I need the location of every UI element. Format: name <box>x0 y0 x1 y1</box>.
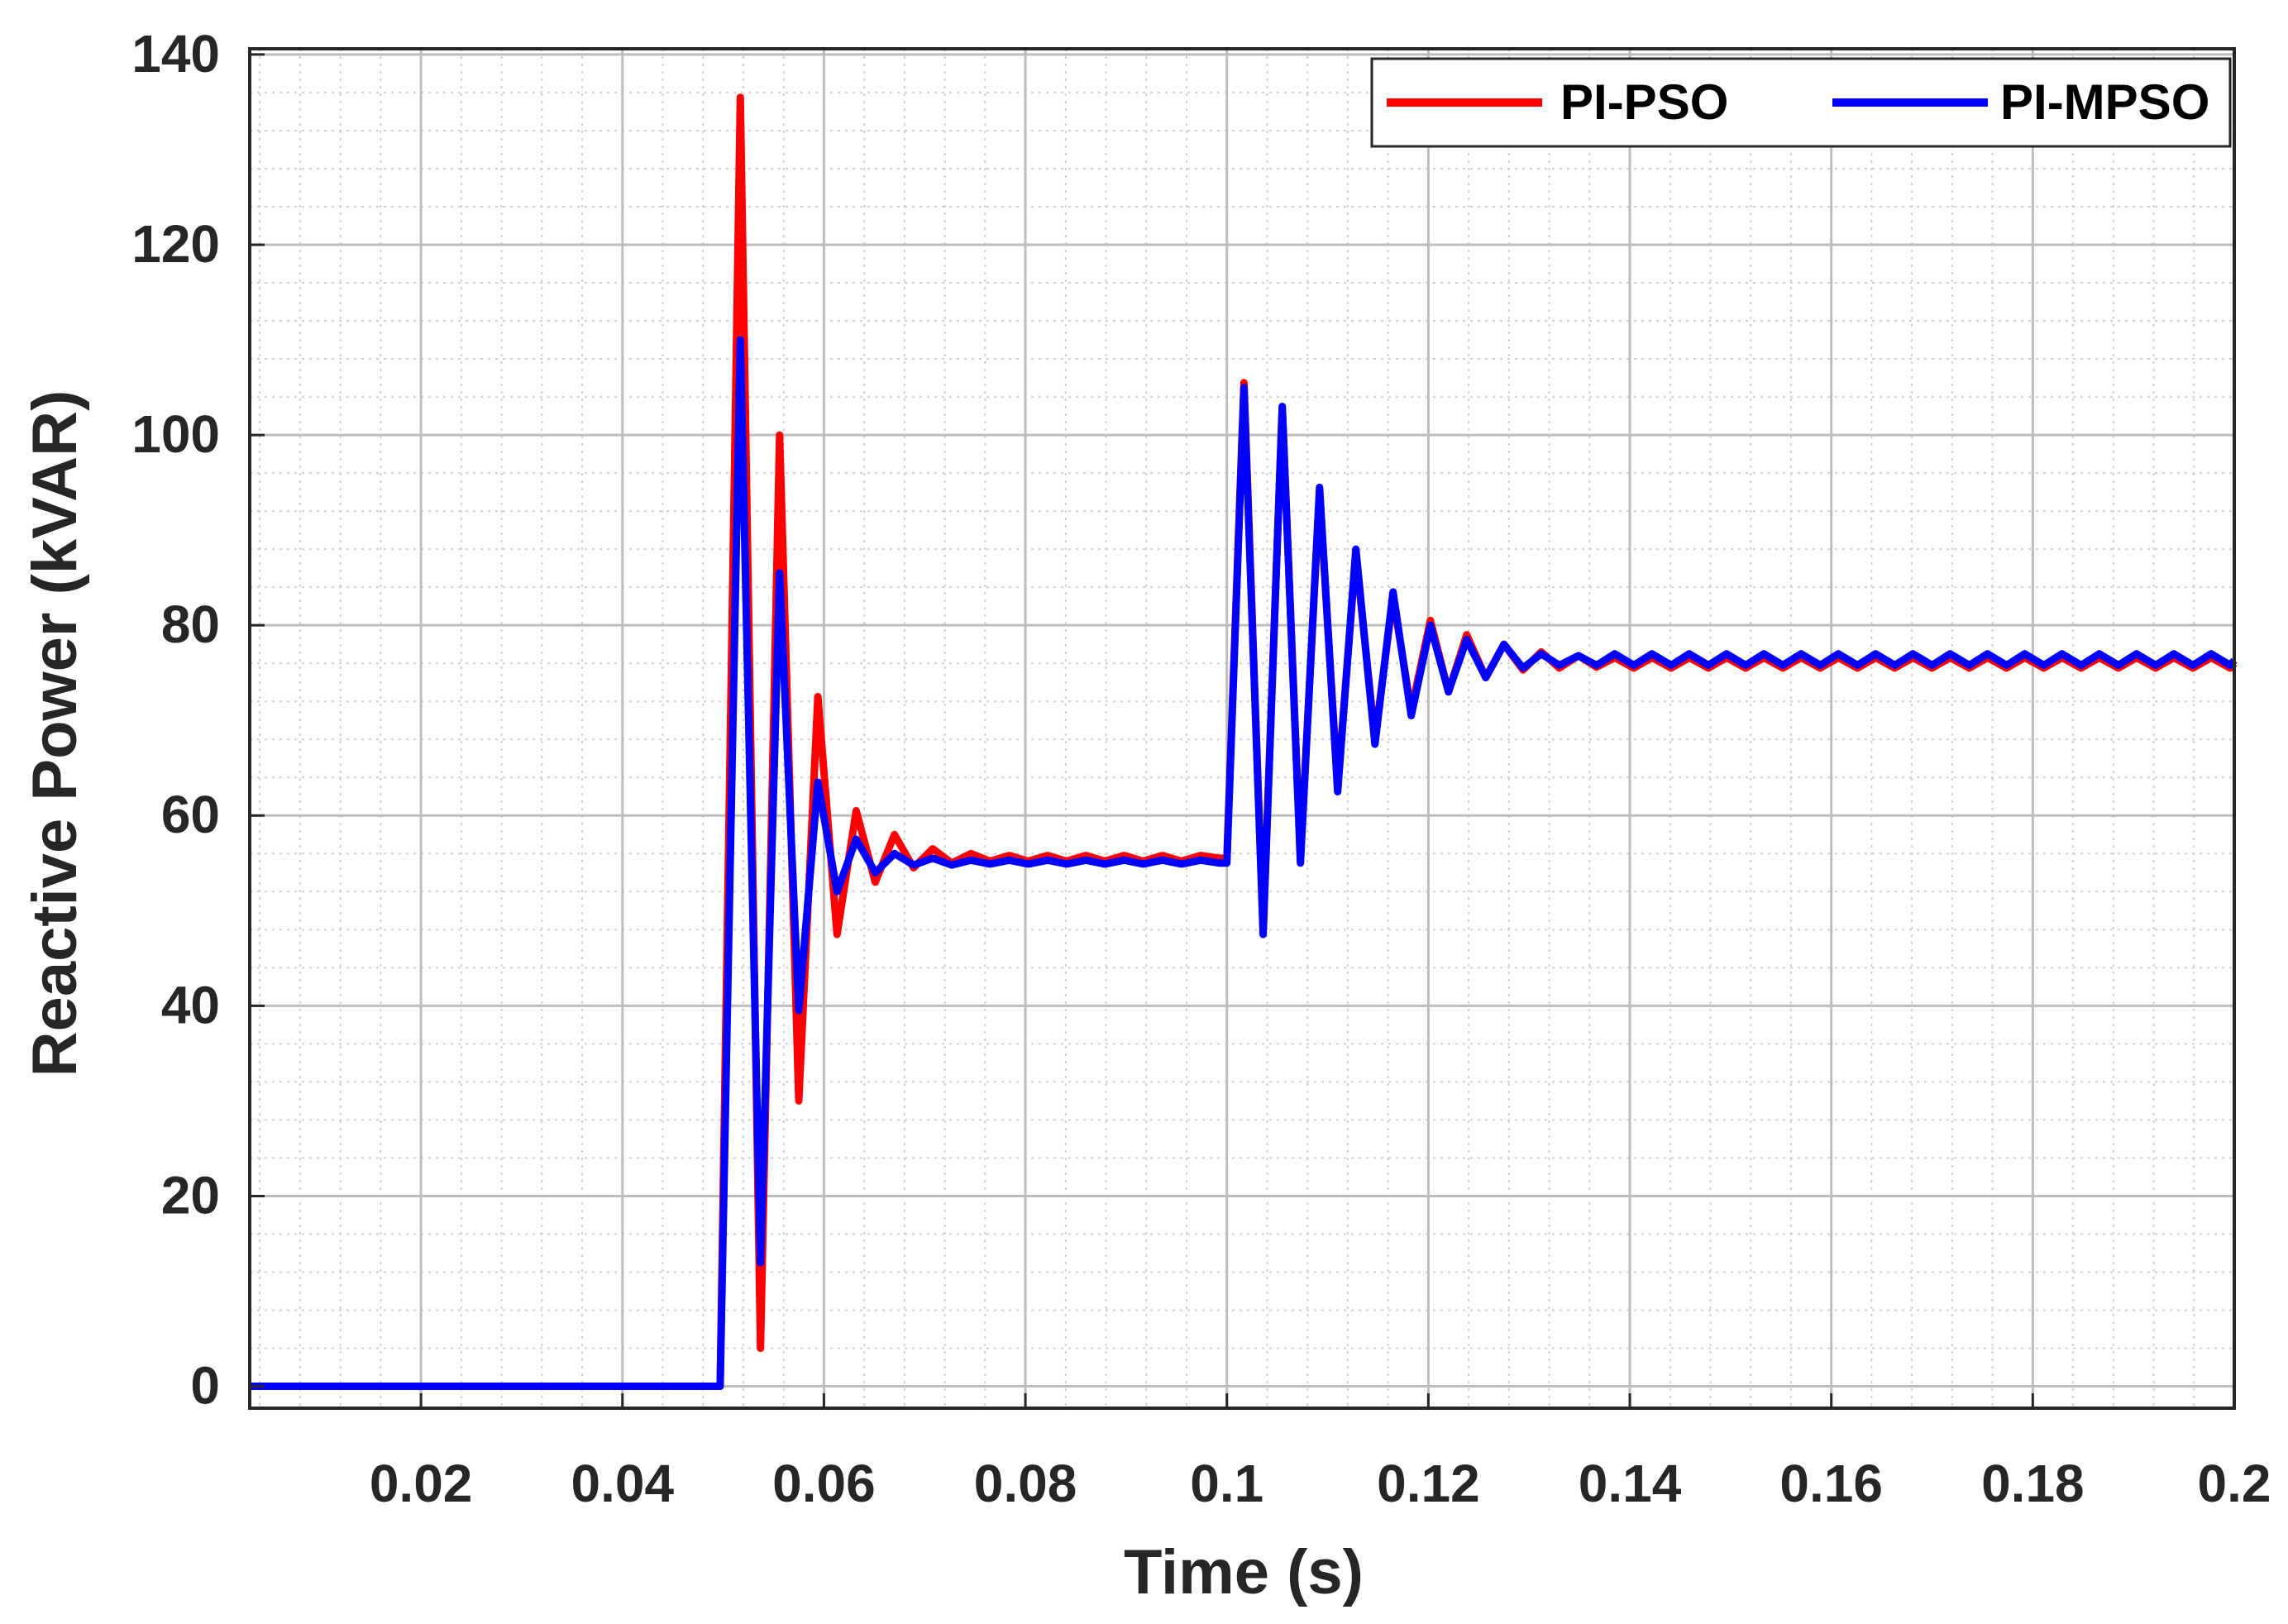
x-tick-label: 0.08 <box>974 1454 1077 1513</box>
x-tick-label: 0.06 <box>772 1454 876 1513</box>
x-tick-label: 0.2 <box>2198 1454 2271 1513</box>
y-tick-label: 40 <box>161 975 220 1034</box>
x-axis-title: Time (s) <box>1124 1537 1364 1607</box>
y-tick-label: 0 <box>190 1355 220 1415</box>
x-tick-label: 0.16 <box>1779 1454 1883 1513</box>
x-tick-label: 0.04 <box>571 1454 674 1513</box>
plot-lines <box>250 93 2238 1390</box>
y-tick-label: 120 <box>131 214 220 274</box>
y-tick-label: 20 <box>161 1165 220 1225</box>
x-tick-label: 0.1 <box>1190 1454 1263 1513</box>
y-tick-label: 140 <box>131 24 220 84</box>
y-tick-label: 100 <box>131 404 220 464</box>
x-tick-label: 0.02 <box>370 1454 473 1513</box>
plot-frame <box>248 47 2236 1410</box>
y-tick-label: 80 <box>161 595 220 654</box>
legend-label: PI-PSO <box>1560 74 1728 130</box>
y-tick-label: 60 <box>161 785 220 844</box>
axes: 0.02 0.04 0.06 0.08 0.1 0.12 0.14 0.16 0.18 0.2 0 2… <box>131 24 2271 1513</box>
y-axis-title: Reactive Power (kVAR) <box>20 390 90 1077</box>
legend-label: PI-MPSO <box>2000 74 2209 130</box>
series-line <box>250 336 2238 1390</box>
legend: PI-PSO PI-MPSO <box>1370 57 2232 148</box>
x-tick-label: 0.18 <box>1981 1454 2085 1513</box>
x-tick-label: 0.12 <box>1377 1454 1480 1513</box>
x-tick-label: 0.14 <box>1579 1454 1682 1513</box>
